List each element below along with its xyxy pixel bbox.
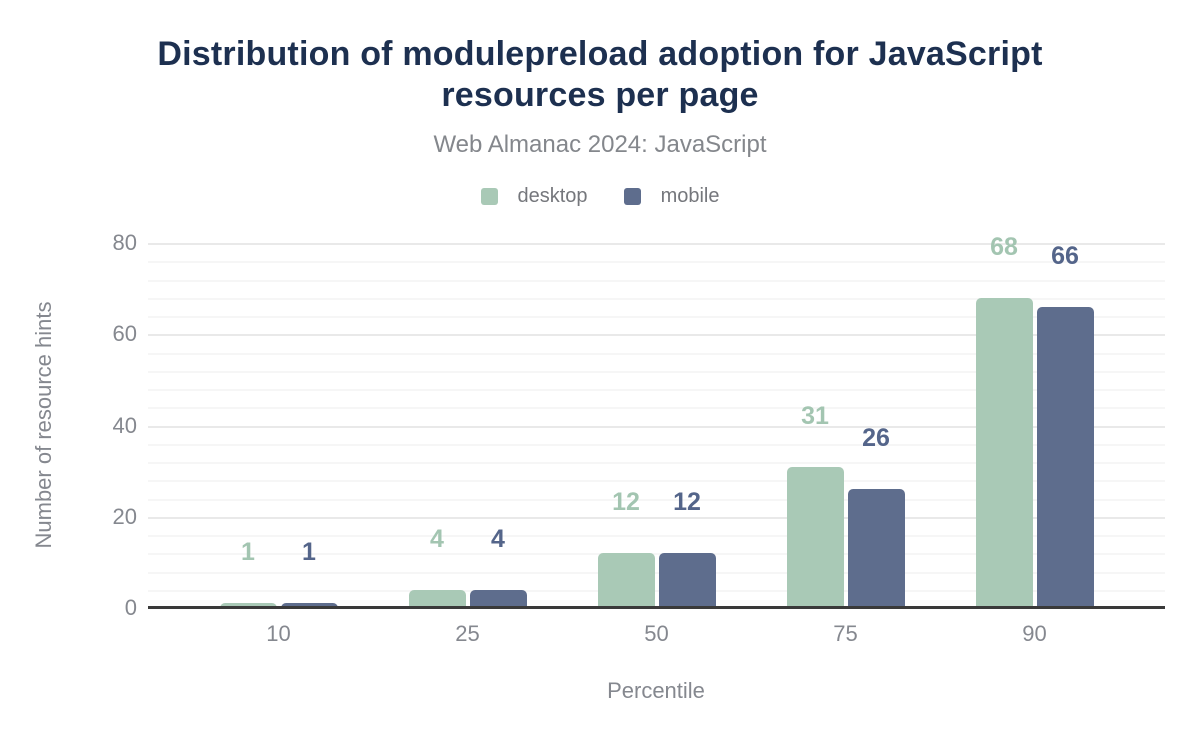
bar-mobile-p25	[469, 589, 527, 608]
bar-value-mobile-p25: 4	[491, 524, 505, 553]
bar-value-mobile-p90: 66	[1051, 241, 1079, 270]
legend-item-desktop: desktop	[480, 185, 588, 208]
plot-area: 1 1 4 4 12 12 31 26 68 66	[148, 233, 1165, 609]
bar-desktop-p25	[408, 589, 466, 608]
bar-value-mobile-p75: 26	[862, 424, 890, 453]
bar-value-desktop-p75: 31	[801, 401, 829, 430]
y-tick-0: 0	[124, 595, 137, 620]
chart-title: Distribution of modulepreload adoption f…	[157, 35, 1043, 115]
gridline-minor-16	[148, 535, 1165, 537]
bar-desktop-p90	[975, 297, 1033, 608]
x-tick-25: 25	[455, 621, 480, 646]
x-axis-line	[148, 606, 1165, 609]
bar-value-mobile-p10: 1	[302, 538, 316, 567]
bar-value-desktop-p90: 68	[990, 232, 1018, 261]
gridline-major-20	[148, 516, 1165, 519]
bar-value-desktop-p10: 1	[241, 538, 255, 567]
bar-mobile-p75	[847, 489, 905, 608]
x-axis-title: Percentile	[607, 678, 705, 703]
gridline-minor-44	[148, 407, 1165, 410]
legend-swatch-desktop-icon	[480, 188, 498, 205]
gridline-minor-48	[148, 389, 1165, 391]
legend-item-mobile: mobile	[623, 185, 720, 208]
x-tick-50: 50	[644, 621, 669, 646]
gridline-minor-68	[148, 297, 1165, 300]
bar-value-desktop-p50: 12	[612, 488, 640, 517]
gridline-minor-32	[148, 462, 1165, 464]
gridline-minor-52	[148, 370, 1165, 373]
legend-swatch-mobile-icon	[623, 188, 641, 205]
y-tick-40: 40	[112, 412, 137, 438]
bar-mobile-p90	[1036, 306, 1094, 608]
x-tick-90: 90	[1022, 621, 1047, 646]
gridline-major-40	[148, 425, 1165, 428]
y-tick-60: 60	[112, 321, 137, 347]
gridline-minor-12	[148, 553, 1165, 556]
gridline-major-80	[148, 243, 1165, 245]
legend: desktop mobile	[0, 185, 1200, 208]
bar-value-desktop-p25: 4	[430, 524, 444, 553]
gridline-minor-56	[148, 352, 1165, 355]
bar-desktop-p50	[597, 553, 655, 608]
x-tick-10: 10	[266, 621, 291, 646]
x-tick-75: 75	[833, 621, 858, 646]
gridline-minor-8	[148, 571, 1165, 574]
bar-mobile-p50	[658, 553, 716, 608]
gridline-minor-76	[148, 261, 1165, 264]
legend-label-mobile: mobile	[660, 185, 720, 207]
bar-desktop-p10	[219, 603, 277, 608]
y-tick-20: 20	[112, 503, 137, 529]
chart-subtitle: Web Almanac 2024: JavaScript	[433, 131, 767, 158]
bar-desktop-p75	[786, 466, 844, 608]
gridline-minor-28	[148, 480, 1165, 483]
y-axis-title: Number of resource hints	[31, 301, 56, 549]
gridline-minor-72	[148, 279, 1165, 282]
gridline-minor-24	[148, 498, 1165, 501]
bar-mobile-p10	[280, 603, 338, 608]
gridline-minor-4	[148, 589, 1165, 592]
y-tick-80: 80	[112, 230, 137, 255]
bar-value-mobile-p50: 12	[673, 488, 701, 517]
legend-label-desktop: desktop	[517, 185, 588, 207]
gridline-minor-36	[148, 443, 1165, 446]
gridline-major-60	[148, 334, 1165, 337]
gridline-minor-64	[148, 316, 1165, 318]
